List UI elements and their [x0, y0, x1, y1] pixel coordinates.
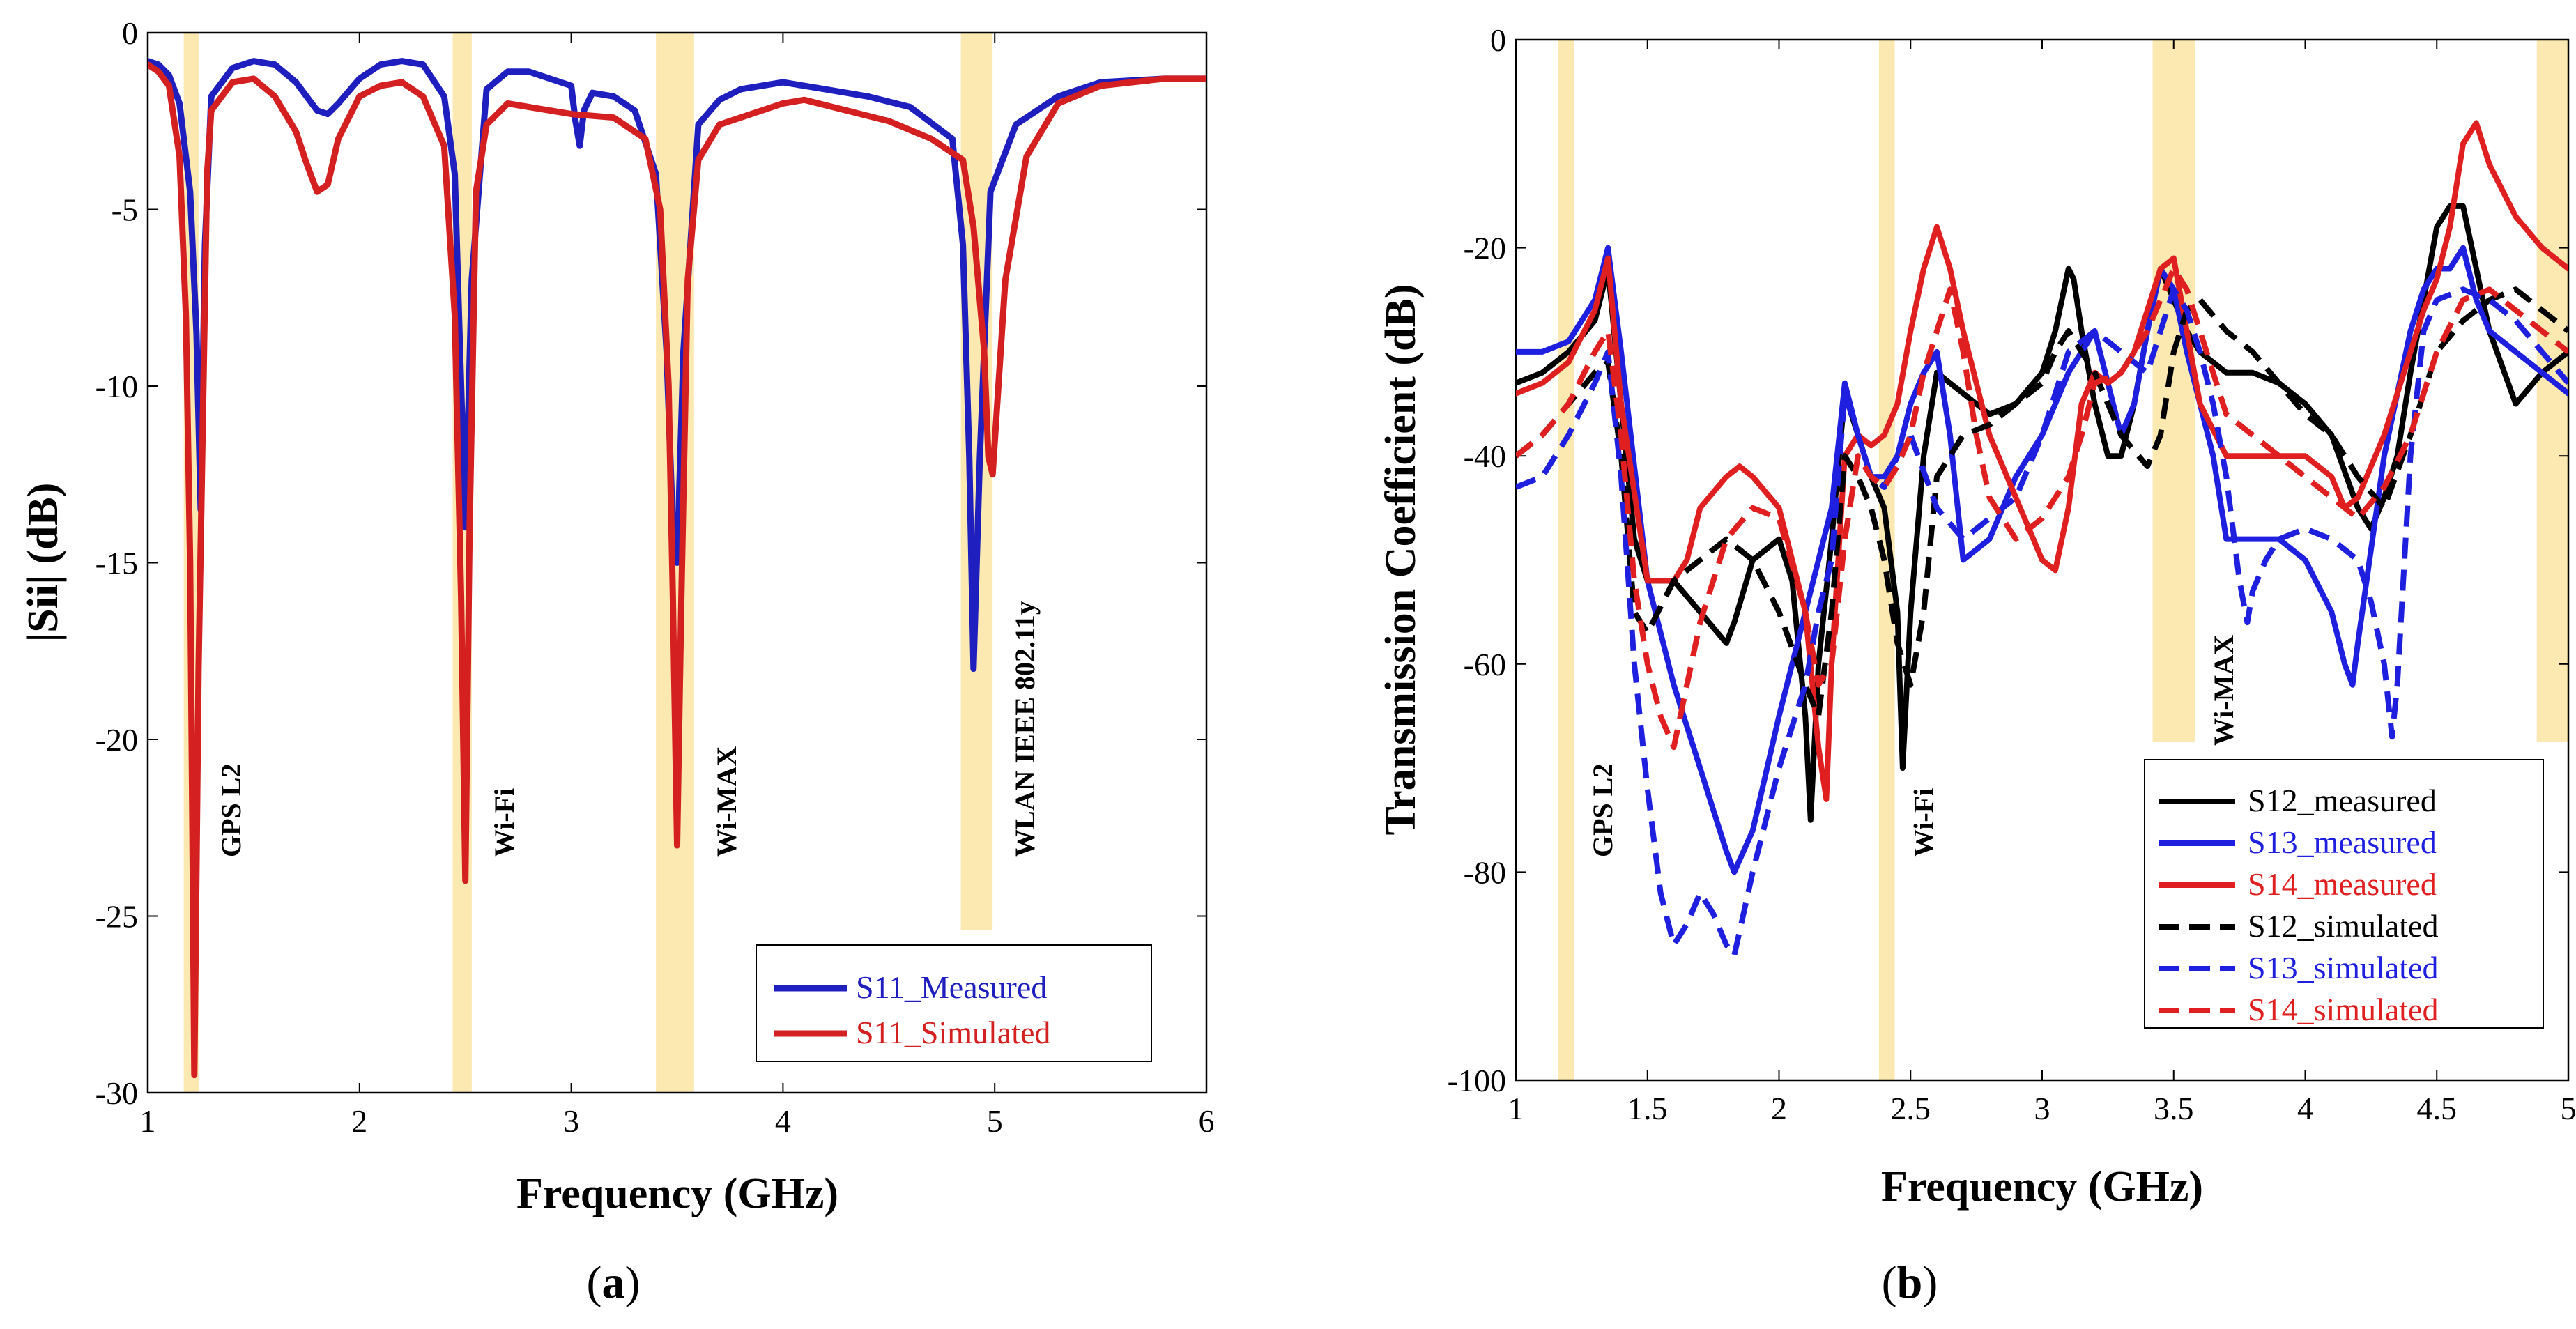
x-tick-label-a: 2 — [351, 1103, 367, 1139]
band-label-a-wi-fi: Wi-Fi — [489, 788, 520, 857]
x-tick-label-a: 6 — [1199, 1103, 1215, 1139]
legend-text-s12-simulated: S12_simulated — [2248, 908, 2438, 944]
series-line-s11-measured — [148, 58, 1206, 673]
band-label-b-gps-l2: GPS L2 — [1587, 764, 1618, 857]
x-tick-label-a: 4 — [775, 1103, 791, 1139]
y-tick-label-a: -30 — [95, 1075, 138, 1111]
series-line-s12-measured — [1516, 203, 2568, 823]
series-group-b — [1516, 120, 2568, 958]
legend-text-s13-measured: S13_measured — [2248, 824, 2437, 860]
x-tick-group-b: 1 1.5 2 2.5 3 3.5 4 4.5 5 — [1508, 40, 2576, 1126]
x-tick-group-a: 1 2 3 4 5 6 — [140, 33, 1215, 1139]
caption-b-letter: b — [1897, 1257, 1923, 1308]
band-label-a-wi-max: Wi-MAX — [711, 746, 742, 857]
series-line-s14-measured — [1516, 120, 2568, 802]
band-label-group-a: GPS L2 Wi-Fi Wi-MAX WLAN IEEE 802.11y — [215, 601, 1041, 857]
legend-text-s13-simulated: S13_simulated — [2248, 950, 2438, 985]
y-tick-label-b: -60 — [1464, 647, 1506, 682]
caption-a-open: ( — [587, 1257, 602, 1308]
legend-frame-a — [756, 944, 1152, 1062]
y-tick-label-a: 0 — [122, 15, 138, 51]
band-label-a-wlan-ieee-802-11y: WLAN IEEE 802.11y — [1009, 601, 1041, 857]
band-b-gps-l2 — [1558, 40, 1574, 1080]
x-axis-label-a: Frequency (GHz) — [516, 1170, 838, 1217]
series-line-s14-simulated — [1516, 266, 2568, 751]
y-tick-group-a: 0 -5 -10 -15 -20 -25 -30 — [95, 15, 1206, 1111]
caption-b: (b) — [1882, 1257, 1938, 1308]
band-b-wi-max — [2152, 40, 2195, 742]
x-tick-label-b: 4 — [2297, 1091, 2313, 1126]
caption-a: (a) — [587, 1257, 641, 1308]
band-label-b-wi-fi: Wi-Fi — [1908, 788, 1940, 857]
legend-text-s14-measured: S14_measured — [2248, 866, 2437, 902]
x-tick-label-b: 2 — [1771, 1091, 1787, 1126]
y-tick-label-a: -15 — [95, 546, 138, 581]
band-label-b-wi-max: Wi-MAX — [2208, 635, 2239, 746]
series-line-s12-simulated — [1516, 286, 2568, 719]
caption-a-close: ) — [625, 1257, 641, 1308]
x-tick-label-a: 5 — [987, 1103, 1003, 1139]
x-tick-label-b: 1 — [1508, 1091, 1524, 1126]
legend-frame-b — [2144, 759, 2544, 1029]
legend-text-s11-measured: S11_Measured — [856, 969, 1047, 1005]
legend-text-s11-simulated: S11_Simulated — [856, 1015, 1050, 1050]
series-line-s11-simulated — [148, 61, 1206, 1079]
y-tick-label-b: -40 — [1464, 438, 1506, 474]
x-tick-label-a: 3 — [563, 1103, 579, 1139]
y-tick-label-b: -100 — [1448, 1063, 1506, 1098]
y-tick-label-a: -10 — [95, 369, 138, 404]
x-tick-label-b: 2.5 — [1891, 1091, 1931, 1126]
y-tick-label-a: -5 — [112, 192, 138, 228]
legend-b: S12_measured S13_measured S14_measured S… — [2144, 759, 2544, 1029]
x-tick-label-b: 4.5 — [2417, 1091, 2458, 1126]
caption-b-open: ( — [1882, 1257, 1897, 1308]
x-axis-label-b: Frequency (GHz) — [1881, 1163, 2203, 1211]
y-tick-label-b: 0 — [1490, 22, 1506, 58]
y-axis-label-a: |Sii| (dB) — [20, 483, 67, 643]
caption-a-letter: a — [602, 1257, 625, 1308]
series-line-s13-measured — [1516, 245, 2568, 875]
legend-a: S11_Measured S11_Simulated — [756, 944, 1152, 1062]
series-group-a — [148, 58, 1206, 1079]
x-tick-label-b: 3 — [2034, 1091, 2050, 1126]
x-tick-label-b: 5 — [2561, 1091, 2576, 1126]
y-tick-label-a: -20 — [95, 722, 138, 758]
y-tick-group-b: 0 -20 -40 -60 -80 -100 — [1448, 22, 2568, 1098]
y-tick-label-b: -80 — [1464, 854, 1506, 890]
x-tick-label-a: 1 — [140, 1103, 156, 1139]
legend-text-s12-measured: S12_measured — [2248, 783, 2437, 818]
series-line-s13-simulated — [1516, 286, 2568, 958]
band-label-a-gps-l2: GPS L2 — [215, 764, 247, 857]
x-tick-label-b: 1.5 — [1627, 1091, 1668, 1126]
chart-b: 0 -20 -40 -60 -80 -100 1 1.5 2 2.5 3 3.5 4 4.5 5 GPS … — [1377, 22, 2576, 1308]
band-group-a — [183, 33, 993, 1093]
legend-text-s14-simulated: S14_simulated — [2248, 992, 2438, 1027]
y-tick-label-b: -20 — [1464, 231, 1506, 266]
y-tick-label-a: -25 — [95, 899, 138, 935]
chart-a: 0 -5 -10 -15 -20 -25 -30 1 2 3 4 5 6 GPS L2 Wi-Fi Wi-… — [20, 15, 1215, 1308]
x-tick-label-b: 3.5 — [2154, 1091, 2194, 1126]
caption-b-close: ) — [1922, 1257, 1938, 1308]
y-axis-label-b: Transmission Coefficient (dB) — [1377, 284, 1425, 835]
